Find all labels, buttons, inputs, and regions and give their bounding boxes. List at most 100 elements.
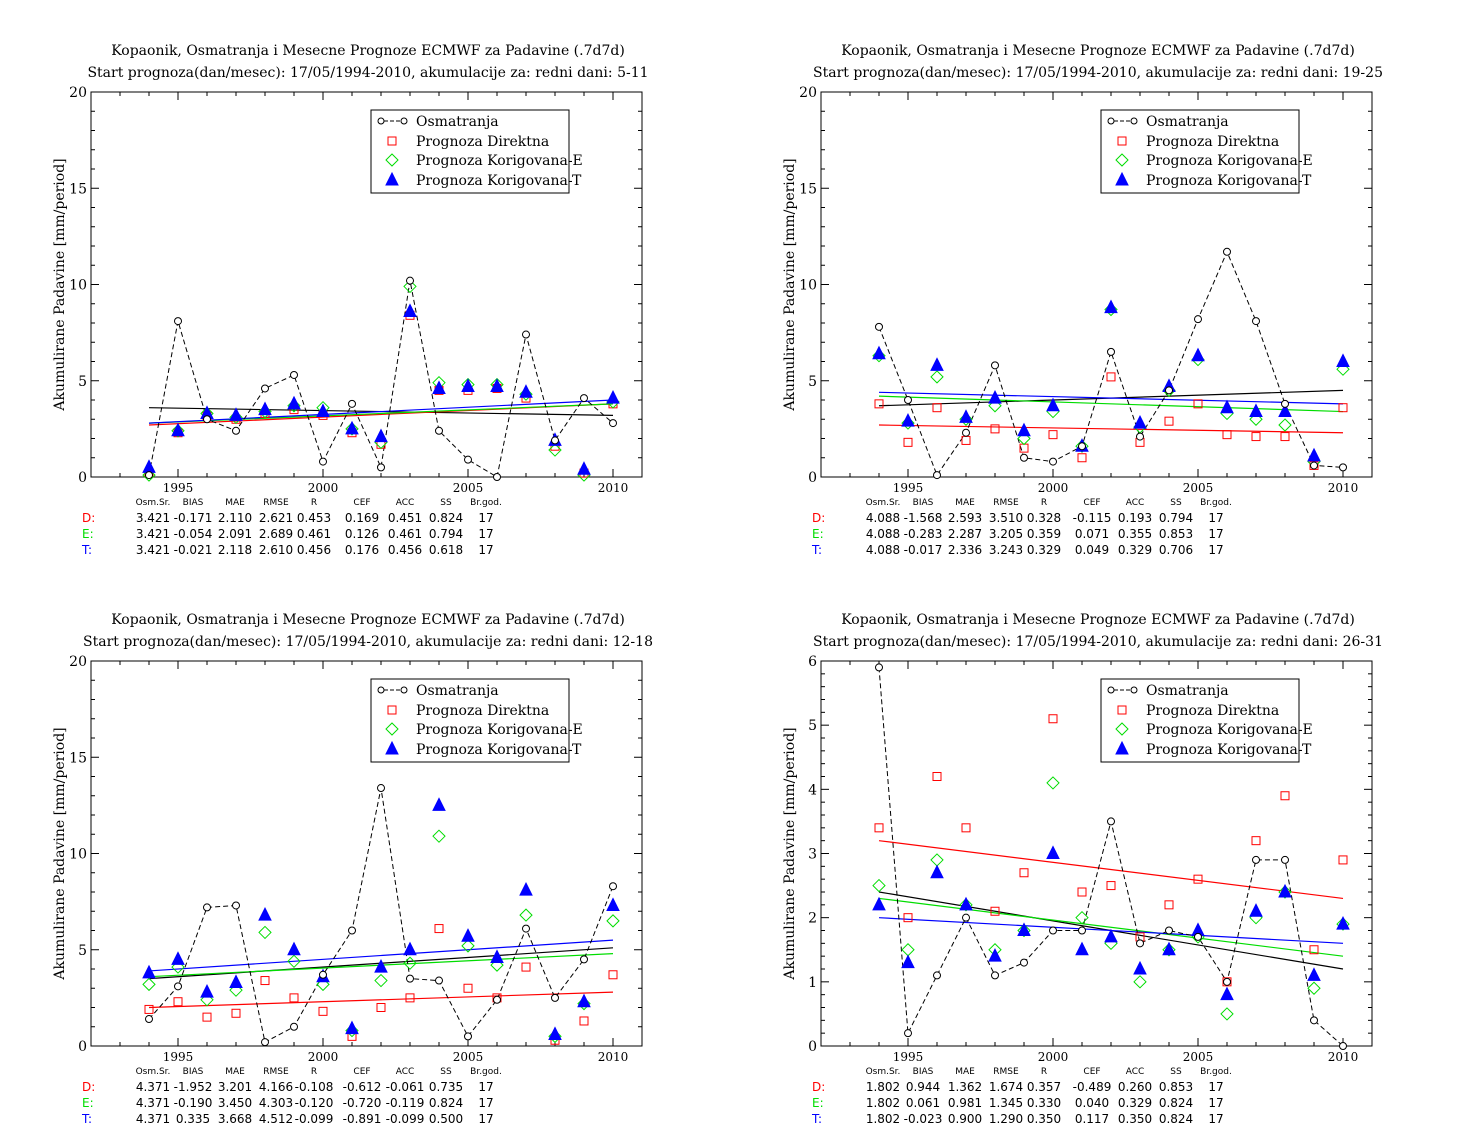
point-korigovana-t (345, 1020, 359, 1035)
stats-value: 2.110 (218, 511, 252, 525)
point-direktna (1280, 791, 1290, 801)
trend-line-direct (878, 424, 1344, 434)
point-osmatranja (232, 901, 240, 910)
stats-value: 1.290 (989, 1112, 1023, 1126)
y-tick-label: 5 (78, 374, 87, 390)
point-korigovana-t (1336, 353, 1350, 367)
stats-value: 0.461 (297, 527, 331, 541)
stats-value: 17 (478, 1096, 493, 1110)
point-korigovana-e (171, 424, 185, 438)
stats-value: 0.706 (1159, 543, 1193, 557)
stats-header: BIAS (913, 498, 934, 508)
legend-marker-korigovana-e (1115, 153, 1129, 167)
stats-value: 0.824 (429, 511, 463, 525)
y-tick-label: 6 (808, 654, 817, 670)
stats-header: MAE (955, 1067, 975, 1077)
point-direktna (405, 993, 415, 1003)
y-tick-label: 5 (78, 943, 87, 959)
point-korigovana-t (1220, 986, 1234, 1001)
point-direktna (1251, 432, 1261, 442)
stats-row-label: E: (82, 527, 94, 541)
point-direktna (1106, 372, 1116, 382)
point-korigovana-t (1017, 422, 1031, 437)
series-line-osmatranja (148, 280, 614, 478)
stats-value: 0.040 (1075, 1096, 1109, 1110)
point-osmatranja (493, 995, 501, 1004)
stats-header: Osm.Sr. (136, 498, 171, 508)
legend-label-direktna: Prognoza Direktna (416, 703, 549, 719)
stats-value: 0.176 (345, 543, 379, 557)
point-korigovana-t (1249, 403, 1263, 418)
stats-row-label: D: (812, 511, 825, 525)
point-korigovana-t (1278, 883, 1292, 898)
point-osmatranja (1078, 926, 1086, 935)
stats-value: -0.171 (174, 511, 213, 525)
stats-value: 0.260 (1118, 1080, 1152, 1094)
point-korigovana-t (1220, 399, 1234, 414)
y-tick-label: 0 (78, 470, 87, 486)
stats-value: 0.330 (1027, 1096, 1061, 1110)
point-direktna (608, 970, 618, 980)
point-direktna (579, 1016, 589, 1026)
stats-value: -1.952 (174, 1080, 213, 1094)
stats-header: Br.god. (1200, 1067, 1232, 1077)
trend-line-korT (878, 391, 1344, 405)
point-korigovana-t (229, 974, 243, 988)
point-osmatranja (1107, 817, 1115, 826)
x-tick-label: 2005 (1183, 1050, 1214, 1064)
point-korigovana-t (577, 461, 591, 475)
point-osmatranja (261, 1038, 269, 1047)
stats-value: 0.117 (1075, 1112, 1109, 1126)
legend-label-direktna: Prognoza Direktna (1146, 134, 1279, 150)
point-osmatranja (875, 322, 883, 331)
point-korigovana-t (519, 881, 533, 896)
point-korigovana-e (1278, 885, 1292, 899)
point-direktna (1193, 874, 1203, 884)
point-korigovana-t (1162, 941, 1176, 956)
stats-value: 17 (1208, 511, 1223, 525)
stats-value: 4.371 (136, 1080, 170, 1094)
stats-row-label: T: (81, 543, 92, 557)
stats-value: 3.421 (136, 511, 170, 525)
stats-header: Osm.Sr. (866, 1067, 901, 1077)
stats-value: -0.489 (1073, 1080, 1112, 1094)
legend-marker-korigovana-e (385, 153, 399, 167)
point-osmatranja (1194, 315, 1202, 324)
stats-value: 0.794 (1159, 511, 1193, 525)
stats-header: Br.god. (470, 498, 502, 508)
trend-line-korE (148, 403, 614, 424)
point-osmatranja (435, 976, 443, 985)
point-direktna (932, 772, 942, 781)
point-korigovana-e (142, 977, 156, 992)
legend-marker-korigovana-e (385, 722, 399, 736)
point-osmatranja (933, 471, 941, 480)
point-korigovana-e (548, 443, 562, 457)
legend-marker-direktna (1117, 705, 1127, 715)
legend-label-osmatranja: Osmatranja (1146, 114, 1229, 130)
point-korigovana-t (930, 357, 944, 371)
point-korigovana-e (287, 954, 301, 969)
point-osmatranja (348, 399, 356, 408)
stats-value: -0.021 (174, 543, 213, 557)
stats-row-label: T: (811, 543, 822, 557)
point-direktna (521, 962, 531, 972)
stats-value: 2.091 (218, 527, 252, 541)
stats-value: 0.824 (429, 1096, 463, 1110)
stats-header: MAE (955, 498, 975, 508)
point-korigovana-e (461, 939, 475, 953)
stats-value: 1.362 (948, 1080, 982, 1094)
legend-marker-korigovana-t (385, 171, 399, 186)
x-tick-label: 2010 (598, 481, 629, 495)
point-osmatranja (1136, 939, 1144, 948)
point-osmatranja (609, 882, 617, 891)
point-direktna (1280, 432, 1290, 442)
stats-value: 4.088 (866, 511, 900, 525)
stats-value: -0.720 (343, 1096, 382, 1110)
legend-label-korigovana-e: Prognoza Korigovana-E (416, 153, 583, 169)
stats-value: 3.421 (136, 543, 170, 557)
point-direktna (1222, 430, 1232, 440)
point-korigovana-e (1307, 981, 1321, 995)
y-axis-label: Akumulirane Padavine [mm/period] (52, 158, 68, 411)
point-korigovana-e (1075, 910, 1089, 925)
